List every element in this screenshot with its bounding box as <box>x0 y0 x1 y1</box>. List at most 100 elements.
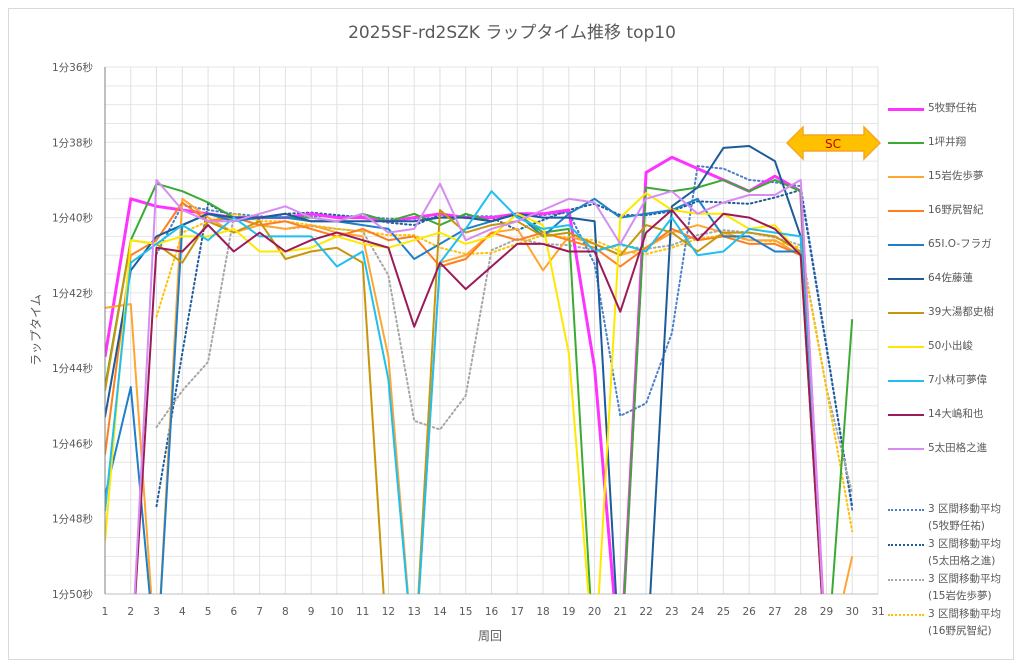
sc-annotation: SC <box>785 125 882 161</box>
y-tick-label: 1分50秒 <box>52 588 94 601</box>
chart-title: 2025SF-rd2SZK ラップタイム推移 top10 <box>348 23 676 43</box>
legend-swatch <box>888 278 924 280</box>
x-tick-label: 28 <box>794 606 807 618</box>
series-line <box>105 197 823 594</box>
x-tick-label: 19 <box>562 606 575 618</box>
x-tick-label: 12 <box>382 606 395 618</box>
legend-label: 15岩佐歩夢 <box>928 170 984 182</box>
legend-item: 3 区間移動平均 (5牧野任祐) <box>888 503 1001 535</box>
x-tick-label: 4 <box>179 606 186 618</box>
x-tick-label: 18 <box>536 606 549 618</box>
legend-label: 14大嶋和也 <box>928 408 984 420</box>
legend-label: 7小林可夢偉 <box>928 374 988 386</box>
series-line <box>105 190 824 594</box>
x-tick-label: 30 <box>846 606 859 618</box>
x-tick-label: 16 <box>485 606 499 618</box>
legend-label: 65I.O-フラガ <box>928 238 992 250</box>
legend-label: 3 区間移動平均 (16野尻智紀) <box>928 608 1002 637</box>
series-line <box>105 178 854 594</box>
series-line <box>105 197 854 594</box>
legend-item: 3 区間移動平均 (16野尻智紀) <box>888 608 1001 640</box>
x-tick-label: 31 <box>871 606 884 618</box>
legend-swatch <box>888 244 924 246</box>
legend-label: 39大湯都史樹 <box>928 306 994 318</box>
x-tick-label: 20 <box>588 606 601 618</box>
x-tick-label: 15 <box>459 606 472 618</box>
y-tick-label: 1分36秒 <box>52 61 94 74</box>
series-line <box>133 178 824 594</box>
x-tick-label: 29 <box>820 606 833 618</box>
y-axis-ticks: 1分36秒 1分38秒 1分40秒 1分42秒 1分44秒 1分46秒 1分48秒 1分50秒 <box>52 61 94 601</box>
legend-label: 3 区間移動平均 (5太田格之進) <box>928 538 1002 567</box>
x-axis-ticks: 1 2 3 4 5 6 7 8 9 10 11 12 13 14 15 16 17 18 19 20 21 22 23 24 2… <box>102 606 885 618</box>
sc-label: SC <box>825 137 841 151</box>
legend-swatch <box>888 509 924 511</box>
legend-item: 50小出峻 <box>888 340 973 355</box>
legend-item: 5太田格之進 <box>888 442 987 457</box>
legend-swatch <box>888 210 924 212</box>
x-tick-label: 10 <box>330 606 343 618</box>
legend-swatch <box>888 544 924 546</box>
moving-average-line <box>155 214 854 495</box>
series-line <box>134 209 823 594</box>
x-tick-label: 11 <box>356 606 369 618</box>
legend-label: 5牧野任祐 <box>928 102 977 114</box>
y-tick-label: 1分38秒 <box>52 136 94 149</box>
legend-swatch <box>888 579 924 581</box>
series-line <box>105 201 823 594</box>
legend-label: 64佐藤蓮 <box>928 272 973 284</box>
legend-label: 16野尻智紀 <box>928 204 984 216</box>
moving-average-line <box>155 212 854 533</box>
legend-label: 1坪井翔 <box>928 136 967 148</box>
x-tick-label: 27 <box>768 606 781 618</box>
legend-item: 14大嶋和也 <box>888 408 983 423</box>
x-tick-label: 24 <box>691 606 705 618</box>
legend-swatch <box>888 414 924 416</box>
x-tick-label: 26 <box>742 606 756 618</box>
x-tick-label: 25 <box>717 606 730 618</box>
x-tick-label: 23 <box>665 606 678 618</box>
x-tick-label: 22 <box>639 606 652 618</box>
legend-item: 15岩佐歩夢 <box>888 170 983 185</box>
series-line <box>105 145 824 594</box>
x-tick-label: 7 <box>256 606 263 618</box>
y-tick-label: 1分42秒 <box>52 287 94 300</box>
legend-item: 16野尻智紀 <box>888 204 983 219</box>
y-tick-label: 1分46秒 <box>52 437 94 450</box>
y-tick-label: 1分40秒 <box>52 212 94 225</box>
legend-swatch <box>888 142 924 144</box>
legend-item: 3 区間移動平均 (5太田格之進) <box>888 538 1001 570</box>
legend-item: 65I.O-フラガ <box>888 238 992 253</box>
x-tick-label: 2 <box>127 606 134 618</box>
legend-swatch <box>888 448 924 450</box>
series-line <box>105 192 823 594</box>
x-tick-label: 3 <box>153 606 160 618</box>
legend-item: 3 区間移動平均 (15岩佐歩夢) <box>888 573 1001 605</box>
y-axis-title: ラップタイム <box>29 294 43 366</box>
series-group <box>105 145 854 594</box>
legend-label: 50小出峻 <box>928 340 973 352</box>
legend-item: 7小林可夢偉 <box>888 374 987 389</box>
legend-swatch <box>888 108 924 111</box>
legend-item: 39大湯都史樹 <box>888 306 994 321</box>
x-tick-label: 1 <box>102 606 109 618</box>
y-tick-label: 1分48秒 <box>52 513 94 526</box>
y-tick-label: 1分44秒 <box>52 362 94 375</box>
x-axis-title: 周回 <box>478 629 502 643</box>
x-tick-label: 5 <box>205 606 212 618</box>
chart-frame <box>8 8 1014 660</box>
legend-swatch <box>888 380 924 382</box>
legend-item: 1坪井翔 <box>888 136 966 151</box>
legend-label: 5太田格之進 <box>928 442 988 454</box>
legend-swatch <box>888 614 924 616</box>
legend-swatch <box>888 312 924 314</box>
x-tick-label: 13 <box>408 606 421 618</box>
x-tick-label: 8 <box>282 606 289 618</box>
moving-average-line <box>155 188 854 508</box>
legend-label: 3 区間移動平均 (15岩佐歩夢) <box>928 573 1002 602</box>
x-tick-label: 6 <box>230 606 237 618</box>
gridlines <box>104 66 879 595</box>
legend-item: 5牧野任祐 <box>888 102 977 117</box>
x-tick-label: 17 <box>511 606 524 618</box>
